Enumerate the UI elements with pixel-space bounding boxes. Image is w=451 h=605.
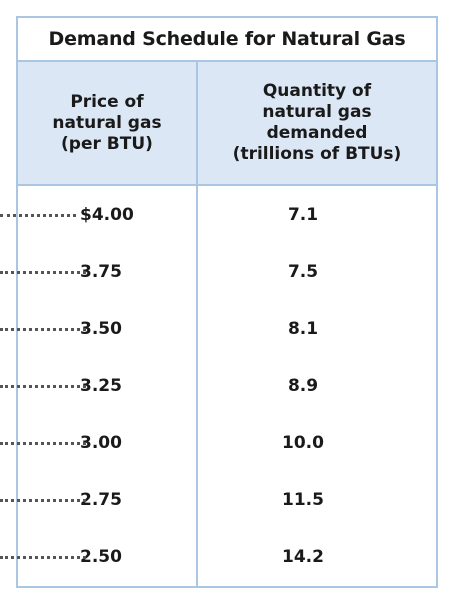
quantity-header-line: natural gas [233,102,402,123]
price-cell: $4.00 [80,205,134,225]
table-title: Demand Schedule for Natural Gas [18,18,436,62]
quantity-cell: 10.0 [198,414,436,471]
dotted-leader-line [0,556,86,559]
dotted-leader-line [0,385,86,388]
price-cell: 3.75 [80,262,122,282]
price-cell: 3.25 [80,376,122,396]
price-cell: 2.75 [80,490,122,510]
dotted-leader-line [0,214,76,217]
table-header-row: Price of natural gas (per BTU) Quantity … [18,62,436,186]
dotted-leader-line [0,442,86,445]
quantity-column-header: Quantity of natural gas demanded (trilli… [198,62,436,184]
quantity-cell: 7.1 [198,186,436,243]
quantity-cell: 14.2 [198,528,436,585]
price-header-line: Price of [52,92,161,113]
quantity-cell: 8.9 [198,357,436,414]
demand-schedule-table: Demand Schedule for Natural Gas Price of… [16,16,438,588]
dotted-leader-line [0,499,86,502]
quantity-cell: 7.5 [198,243,436,300]
price-header-line: natural gas [52,113,161,134]
dotted-leader-line [0,328,86,331]
quantity-header-line: Quantity of [233,81,402,102]
quantity-column: 7.1 7.5 8.1 8.9 10.0 11.5 14.2 [198,186,436,586]
dotted-leader-line [0,271,86,274]
quantity-header-line: demanded [233,123,402,144]
quantity-cell: 8.1 [198,300,436,357]
price-cell: 2.50 [80,547,122,567]
price-column-header: Price of natural gas (per BTU) [18,62,198,184]
price-header-line: (per BTU) [52,134,161,155]
quantity-header-line: (trillions of BTUs) [233,144,402,165]
price-cell: 3.00 [80,433,122,453]
quantity-cell: 11.5 [198,471,436,528]
price-cell: 3.50 [80,319,122,339]
